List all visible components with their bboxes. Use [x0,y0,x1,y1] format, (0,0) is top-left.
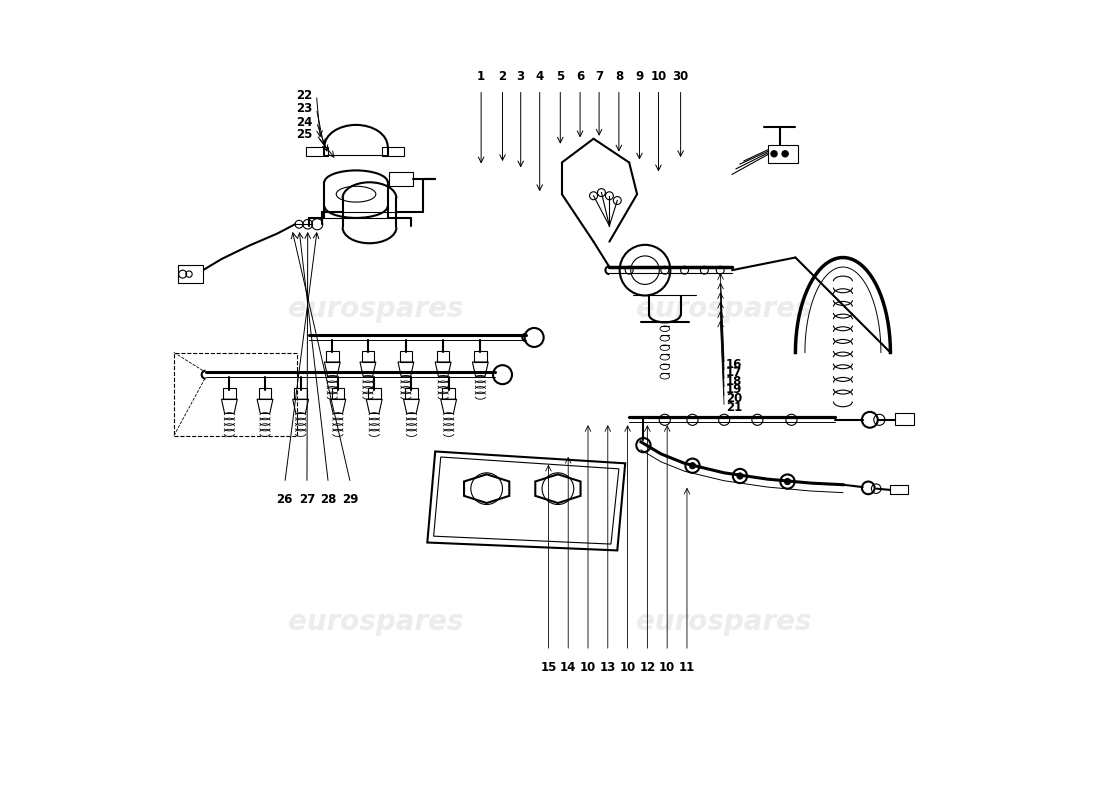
Text: 21: 21 [726,401,742,414]
Text: 19: 19 [726,383,742,396]
Polygon shape [536,474,581,503]
Text: 1: 1 [477,70,485,83]
Bar [437,351,450,362]
Bar [474,351,486,362]
Circle shape [782,150,789,157]
Text: 5: 5 [557,70,564,83]
Text: 15: 15 [540,662,557,674]
Polygon shape [427,451,625,550]
Text: 2: 2 [498,70,507,83]
Circle shape [690,462,695,469]
Text: 10: 10 [580,662,596,674]
Bar [768,145,798,162]
Text: 9: 9 [636,70,644,83]
Text: 6: 6 [576,70,584,83]
Bar [382,146,405,156]
Text: eurospares: eurospares [288,295,463,323]
Text: 24: 24 [296,116,312,129]
Text: 20: 20 [726,392,742,405]
Text: 30: 30 [672,70,689,83]
Bar [178,266,204,283]
Text: 25: 25 [296,128,312,142]
Bar [890,485,908,494]
Circle shape [771,150,778,157]
Text: 11: 11 [679,662,695,674]
Text: 22: 22 [296,89,312,102]
Text: 23: 23 [296,102,312,115]
Text: 10: 10 [619,662,636,674]
Text: 10: 10 [659,662,675,674]
Text: 16: 16 [726,358,742,371]
Text: 3: 3 [517,70,525,83]
Text: 29: 29 [342,494,359,506]
Text: 4: 4 [536,70,543,83]
Text: 12: 12 [639,662,656,674]
Bar [399,351,412,362]
Bar [895,414,914,425]
Bar [442,388,455,399]
Text: eurospares: eurospares [637,608,812,636]
Text: 7: 7 [595,70,603,83]
Text: 10: 10 [650,70,667,83]
Bar [223,388,235,399]
Bar [258,388,272,399]
Text: eurospares: eurospares [637,295,812,323]
Bar [295,388,307,399]
Bar [405,388,418,399]
Text: 26: 26 [276,494,293,506]
Text: 27: 27 [299,494,315,506]
Text: 14: 14 [560,662,576,674]
Bar [367,388,381,399]
Polygon shape [464,474,509,503]
Text: 28: 28 [320,494,337,506]
Text: 18: 18 [726,374,742,387]
Text: 13: 13 [600,662,616,674]
Bar [174,353,297,436]
Text: 17: 17 [726,366,742,378]
Bar [306,146,328,156]
Circle shape [737,473,744,479]
Bar [362,351,374,362]
Text: eurospares: eurospares [288,608,463,636]
Bar [389,172,412,186]
Bar [326,351,339,362]
Bar [331,388,344,399]
Circle shape [784,478,791,485]
Text: 8: 8 [615,70,623,83]
